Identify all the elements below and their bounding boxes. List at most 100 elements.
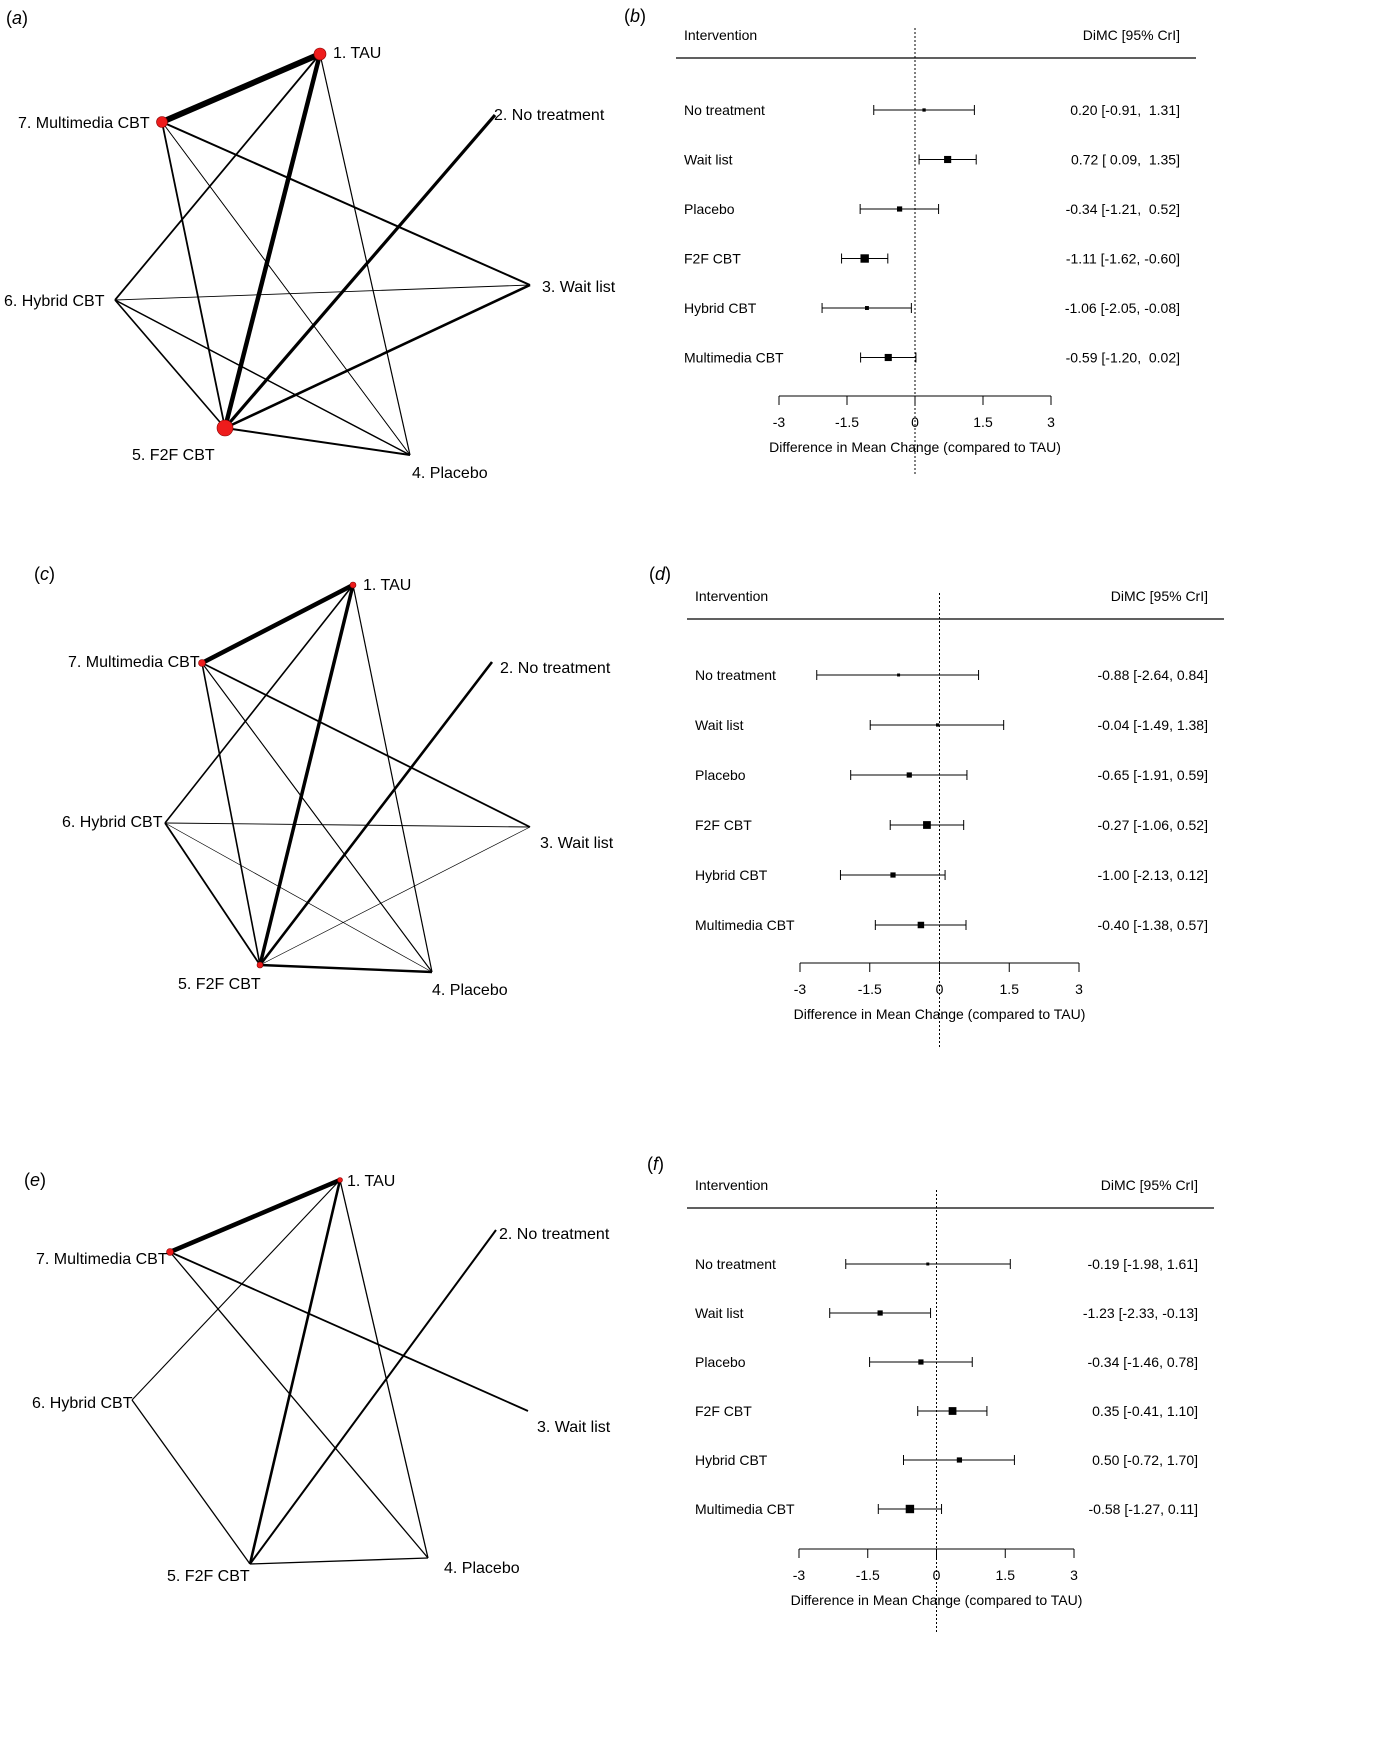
network-edge xyxy=(339,1179,429,1559)
point-estimate xyxy=(860,254,869,263)
network-edge xyxy=(224,427,411,456)
x-axis-tick-label: -1.5 xyxy=(856,1567,880,1583)
forest-plot-b: (b) Intervention DiMC [95% CrI] No treatmen… xyxy=(624,6,1196,476)
network-node-label: 4. Placebo xyxy=(432,982,508,999)
point-estimate xyxy=(905,1504,915,1514)
network-node-label: 2. No treatment xyxy=(500,660,611,677)
network-edge xyxy=(249,1229,497,1565)
x-axis-tick-label: 0 xyxy=(933,1567,941,1583)
x-axis-tick-label: -3 xyxy=(794,981,807,997)
point-estimate xyxy=(956,1457,963,1463)
point-estimate xyxy=(948,1407,957,1415)
network-edge xyxy=(259,826,531,966)
point-estimate xyxy=(926,1262,930,1266)
network-node-label: 2. No treatment xyxy=(499,1226,610,1243)
panel-c-network: (c) 1. TAU 2. No treatment 3. Wait list 4. P… xyxy=(0,564,700,1140)
network-edge xyxy=(259,963,433,974)
network-node-label: 4. Placebo xyxy=(444,1560,520,1577)
network-node-label: 7. Multimedia CBT xyxy=(18,115,150,132)
network-edge xyxy=(223,113,497,430)
network-edge xyxy=(169,1251,529,1412)
row-estimate-text: -0.27 [-1.06, 0.52] xyxy=(1097,817,1208,833)
network-node-label: 3. Wait list xyxy=(542,279,616,296)
forest-plot-f: (f) Intervention DiMC [95% CrI] No treatmen… xyxy=(647,1154,1214,1632)
x-axis-tick-label: 1.5 xyxy=(996,1567,1016,1583)
point-estimate xyxy=(890,872,896,878)
row-estimate-text: -0.19 [-1.98, 1.61] xyxy=(1087,1256,1198,1272)
point-estimate xyxy=(923,821,931,829)
row-label: Placebo xyxy=(695,767,746,783)
row-label: F2F CBT xyxy=(684,251,741,267)
network-edge xyxy=(161,121,226,429)
network-edge xyxy=(200,583,355,665)
row-estimate-text: -0.34 [-1.46, 0.78] xyxy=(1087,1354,1198,1370)
network-node-label: 6. Hybrid CBT xyxy=(32,1395,133,1412)
network-node xyxy=(198,659,206,667)
point-estimate xyxy=(897,673,901,677)
row-label: Hybrid CBT xyxy=(695,867,768,883)
point-estimate xyxy=(864,306,869,310)
network-edge xyxy=(169,1251,429,1559)
row-label: F2F CBT xyxy=(695,1403,752,1419)
row-estimate-text: -0.58 [-1.27, 0.11] xyxy=(1089,1501,1198,1517)
panel-letter: (d) xyxy=(649,564,671,584)
x-axis-tick-label: -1.5 xyxy=(858,981,882,997)
row-label: Wait list xyxy=(684,152,733,168)
network-edge xyxy=(201,662,531,828)
network-node xyxy=(349,581,357,589)
x-axis-tick-label: 1.5 xyxy=(973,414,993,430)
point-estimate xyxy=(896,206,903,212)
network-node-label: 6. Hybrid CBT xyxy=(4,293,105,310)
network-edge xyxy=(160,51,322,125)
row-label: No treatment xyxy=(684,102,765,118)
network-edge xyxy=(248,1179,342,1565)
network-edge xyxy=(224,283,531,430)
row-label: Hybrid CBT xyxy=(684,300,757,316)
network-node-label: 1. TAU xyxy=(347,1173,395,1190)
network-edge xyxy=(258,584,355,966)
point-estimate xyxy=(918,1359,924,1365)
row-label: Multimedia CBT xyxy=(695,917,795,933)
network-node-label: 3. Wait list xyxy=(540,835,614,852)
header-intervention: Intervention xyxy=(684,27,757,43)
network-edge xyxy=(201,662,433,973)
network-edge xyxy=(169,1177,341,1255)
row-estimate-text: -1.11 [-1.62, -0.60] xyxy=(1066,251,1180,267)
panel-letter: (b) xyxy=(624,6,646,26)
network-edge xyxy=(352,584,433,973)
forest-plot-d: (d) Intervention DiMC [95% CrI] No treatmen… xyxy=(649,564,1224,1047)
x-axis-tick-label: 1.5 xyxy=(1000,981,1020,997)
row-estimate-text: -0.59 [-1.20, 0.02] xyxy=(1066,350,1180,366)
network-edge xyxy=(164,584,354,824)
network-node xyxy=(216,419,234,437)
network-edge xyxy=(319,53,411,456)
row-label: Multimedia CBT xyxy=(695,1501,795,1517)
x-axis-label: Difference in Mean Change (compared to T… xyxy=(791,1592,1083,1608)
header-intervention: Intervention xyxy=(695,588,768,604)
network-node xyxy=(166,1248,174,1256)
point-estimate xyxy=(884,353,892,362)
panel-letter: (e) xyxy=(24,1170,46,1190)
x-axis-tick-label: 3 xyxy=(1070,1567,1078,1583)
network-node-label: 1. TAU xyxy=(363,577,411,594)
header-intervention: Intervention xyxy=(695,1177,768,1193)
network-node xyxy=(256,961,264,969)
row-estimate-text: -1.06 [-2.05, -0.08] xyxy=(1065,300,1180,316)
x-axis-tick-label: 3 xyxy=(1075,981,1083,997)
network-node-label: 5. F2F CBT xyxy=(167,1568,250,1585)
panel-letter: (c) xyxy=(34,564,55,584)
row-estimate-text: -0.34 [-1.21, 0.52] xyxy=(1066,201,1180,217)
row-estimate-text: 0.50 [-0.72, 1.70] xyxy=(1092,1452,1198,1468)
panel-e-network: (e) 1. TAU 2. No treatment 3. Wait list 4. P… xyxy=(0,1170,700,1759)
x-axis-tick-label: -3 xyxy=(773,414,786,430)
network-node-label: 3. Wait list xyxy=(537,1419,611,1436)
network-node xyxy=(337,1177,343,1183)
row-label: Multimedia CBT xyxy=(684,350,784,366)
header-dimc: DiMC [95% CrI] xyxy=(1111,588,1208,604)
row-label: No treatment xyxy=(695,667,776,683)
row-label: No treatment xyxy=(695,1256,776,1272)
row-estimate-text: 0.72 [ 0.09, 1.35] xyxy=(1071,152,1180,168)
point-estimate xyxy=(922,108,926,112)
point-estimate xyxy=(917,921,925,929)
network-node-label: 4. Placebo xyxy=(412,465,488,482)
